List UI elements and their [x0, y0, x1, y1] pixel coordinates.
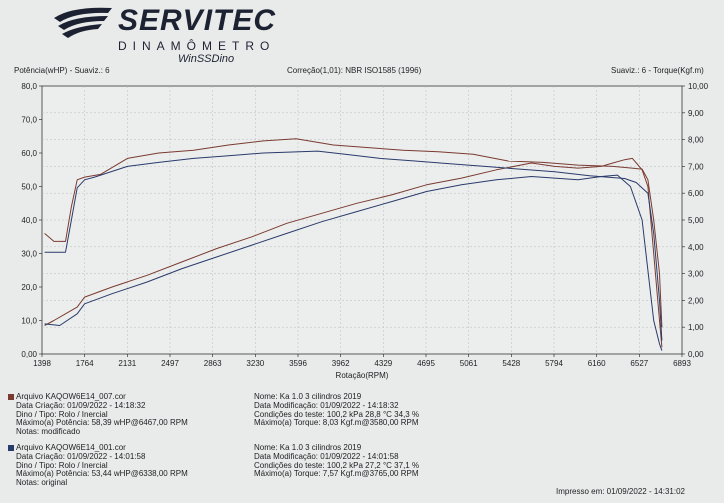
servitec-logo: SERVITEC DINAMÔMETRO WinSSDino	[52, 4, 275, 66]
y-right-tick-label: 1,00	[688, 323, 704, 332]
run2-info-right: Nome: Ka 1.0 3 cilindros 2019 Data Modif…	[254, 443, 420, 479]
y-right-tick-label: 9,00	[688, 109, 704, 118]
y-left-tick-label: 30,0	[21, 250, 37, 259]
x-tick-label: 6527	[630, 359, 648, 368]
y-left-tick-label: 50,0	[21, 183, 37, 192]
right-axis-header: Suaviz.: 6 - Torque(Kgf.m)	[611, 66, 704, 75]
y-right-tick-label: 2,00	[688, 296, 704, 305]
run1-info-right: Nome: Ka 1.0 3 cilindros 2019 Data Modif…	[254, 392, 420, 428]
run1-data-criacao: Data Criação: 01/09/2022 - 14:18:32	[16, 400, 146, 410]
printed-timestamp: Impresso em: 01/09/2022 - 14:31:02	[556, 487, 685, 496]
brand-name: SERVITEC	[118, 4, 277, 37]
y-right-tick-label: 10,00	[688, 82, 709, 91]
brand-software: WinSSDino	[178, 53, 235, 65]
x-tick-label: 6160	[588, 359, 606, 368]
run2-data-modificacao: Data Modificação: 01/09/2022 - 14:01:58	[254, 451, 399, 461]
run1-data-modificacao: Data Modificação: 01/09/2022 - 14:18:32	[254, 400, 399, 410]
y-right-tick-label: 7,00	[688, 162, 704, 171]
run1-max-potencia: Máximo(a) Potência: 58,39 wHP@6467,00 RP…	[16, 418, 188, 428]
y-left-tick-label: 70,0	[21, 116, 37, 125]
brand-subtitle: DINAMÔMETRO	[118, 39, 276, 53]
run1-color-swatch	[8, 393, 14, 400]
y-right-tick-label: 4,00	[688, 243, 704, 252]
run1-condicoes: Condições do teste: 100,2 kPa 28,8 °C 34…	[254, 409, 420, 419]
y-right-tick-label: 8,00	[688, 136, 704, 145]
run2-nome: Nome: Ka 1.0 3 cilindros 2019	[254, 443, 362, 452]
run2-condicoes: Condições do teste: 100,2 kPa 27,2 °C 37…	[254, 460, 420, 470]
series-line-1	[44, 157, 663, 348]
y-left-tick-label: 40,0	[21, 216, 37, 225]
run2-data-criacao: Data Criação: 01/09/2022 - 14:01:58	[16, 451, 146, 461]
x-tick-label: 4695	[417, 359, 435, 368]
y-left-tick-label: 20,0	[21, 283, 37, 292]
x-tick-label: 4329	[374, 359, 392, 368]
run2-max-torque: Máximo(a) Torque: 7,57 Kgf.m@3765,00 RPM	[254, 469, 419, 479]
run1-info-left: Arquivo KAQOW6E14_007.cor Data Criação: …	[8, 392, 188, 437]
x-tick-label: 6893	[673, 359, 691, 368]
series-line-4	[44, 150, 663, 341]
y-left-tick-label: 10,0	[21, 317, 37, 326]
x-tick-label: 1398	[33, 359, 51, 368]
run2-notas: Notas: original	[16, 478, 68, 488]
run1-dino-tipo: Dino / Tipo: Rolo / Inercial	[16, 409, 108, 419]
y-right-tick-label: 5,00	[688, 216, 704, 225]
left-axis-header: Potência(wHP) - Suaviz.: 6	[14, 66, 110, 75]
y-left-tick-label: 60,0	[21, 149, 37, 158]
logo-swoosh-icon	[54, 7, 112, 38]
y-right-tick-label: 3,00	[688, 270, 704, 279]
run1-nome: Nome: Ka 1.0 3 cilindros 2019	[254, 392, 362, 401]
x-tick-label: 2863	[204, 359, 222, 368]
run2-arquivo: Arquivo KAQOW6E14_001.cor	[16, 443, 126, 452]
series-line-2	[44, 138, 663, 328]
y-left-tick-label: 80,0	[21, 82, 37, 91]
y-right-tick-label: 6,00	[688, 189, 704, 198]
x-axis-label: Rotação(RPM)	[336, 371, 389, 380]
run2-info-left: Arquivo KAQOW6E14_001.cor Data Criação: …	[8, 443, 188, 488]
x-tick-label: 2497	[161, 359, 179, 368]
run1-notas: Notas: modificado	[16, 427, 81, 437]
x-tick-label: 5794	[545, 359, 563, 368]
run1-arquivo: Arquivo KAQOW6E14_007.cor	[16, 392, 126, 401]
x-tick-label: 3962	[332, 359, 350, 368]
x-tick-label: 1764	[76, 359, 94, 368]
series-line-3	[44, 174, 663, 351]
x-tick-label: 3596	[289, 359, 307, 368]
run1-max-torque: Máximo(a) Torque: 8,03 Kgf.m@3580,00 RPM	[254, 418, 419, 428]
run2-dino-tipo: Dino / Tipo: Rolo / Inercial	[16, 460, 108, 470]
x-tick-label: 3230	[246, 359, 264, 368]
run2-color-swatch	[8, 444, 14, 451]
y-right-tick-label: 0,00	[688, 350, 704, 359]
x-tick-label: 5428	[502, 359, 520, 368]
x-tick-label: 2131	[118, 359, 136, 368]
y-left-tick-label: 0,00	[21, 350, 37, 359]
run2-max-potencia: Máximo(a) Potência: 53,44 wHP@6338,00 RP…	[16, 469, 188, 479]
correction-header: Correção(1,01): NBR ISO1585 (1996)	[287, 66, 422, 75]
x-tick-label: 5061	[460, 359, 478, 368]
